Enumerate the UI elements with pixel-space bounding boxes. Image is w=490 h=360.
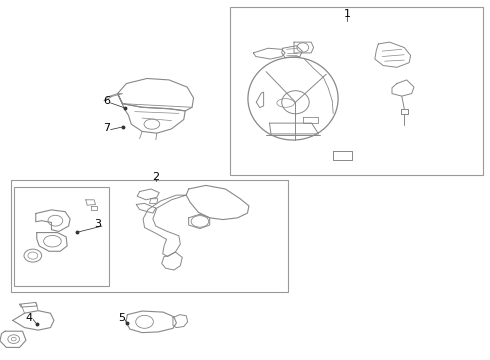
Text: 2: 2	[152, 172, 159, 182]
Text: 1: 1	[343, 9, 350, 19]
Text: 6: 6	[103, 96, 110, 106]
Text: 4: 4	[26, 312, 33, 323]
Text: 3: 3	[95, 219, 101, 229]
Bar	[11, 180, 288, 292]
Bar	[14, 187, 109, 286]
Bar	[230, 7, 483, 175]
Text: 7: 7	[103, 123, 110, 133]
Text: 5: 5	[118, 312, 125, 323]
